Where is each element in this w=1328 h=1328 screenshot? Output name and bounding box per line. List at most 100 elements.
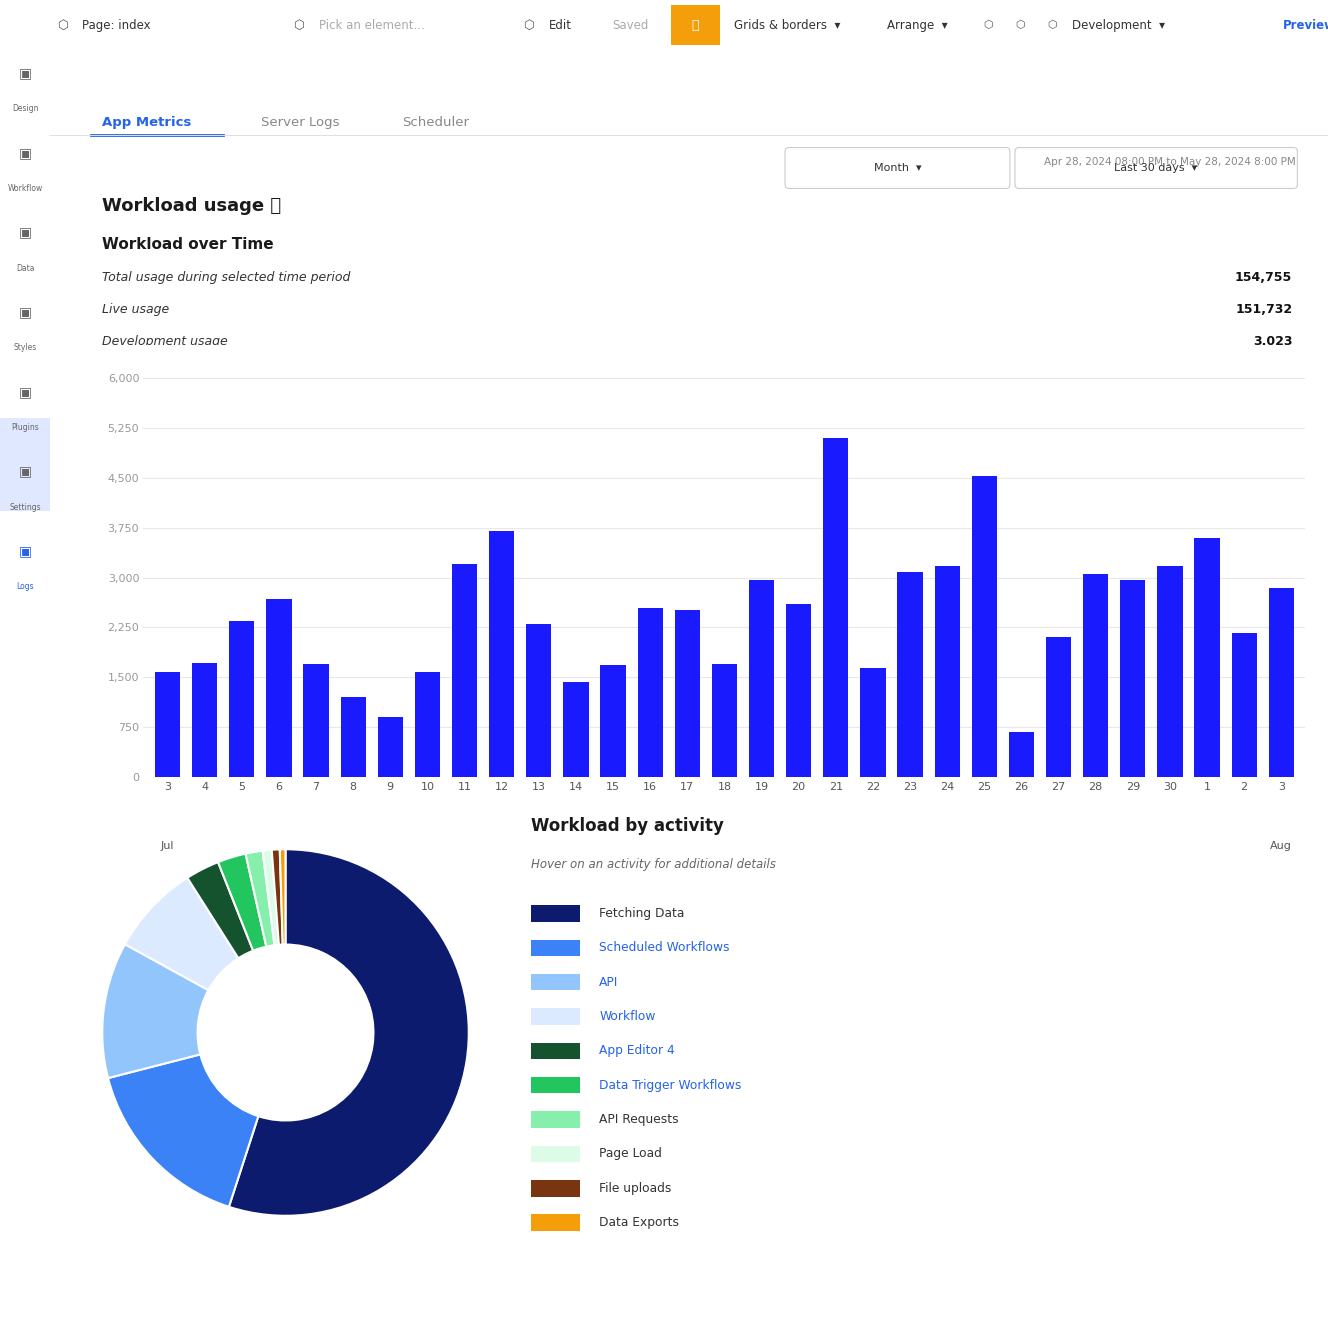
FancyBboxPatch shape bbox=[785, 147, 1009, 189]
Text: ▣: ▣ bbox=[19, 385, 32, 398]
Text: Scheduled Workflows: Scheduled Workflows bbox=[599, 942, 730, 955]
Bar bbox=[1121, 579, 1146, 777]
Bar bbox=[377, 717, 402, 777]
Text: Workload over Time: Workload over Time bbox=[101, 238, 274, 252]
Wedge shape bbox=[263, 850, 279, 946]
Text: Hover on an activity for additional details: Hover on an activity for additional deta… bbox=[531, 858, 776, 871]
Bar bbox=[749, 579, 774, 777]
Text: ⬡: ⬡ bbox=[1046, 20, 1057, 31]
Text: App Editor 4: App Editor 4 bbox=[599, 1044, 675, 1057]
Text: Data: Data bbox=[16, 264, 35, 272]
Text: Workload by activity: Workload by activity bbox=[531, 817, 724, 835]
Text: Data Trigger Workflows: Data Trigger Workflows bbox=[599, 1078, 742, 1092]
Bar bbox=[531, 1214, 580, 1231]
Text: Page: index: Page: index bbox=[82, 19, 151, 32]
Bar bbox=[1046, 637, 1072, 777]
Text: Arrange  ▾: Arrange ▾ bbox=[887, 19, 948, 32]
FancyBboxPatch shape bbox=[1015, 147, 1297, 189]
Text: Preview: Preview bbox=[1283, 19, 1328, 32]
Bar bbox=[531, 973, 580, 991]
Bar bbox=[452, 564, 477, 777]
Text: ⬡: ⬡ bbox=[1015, 20, 1025, 31]
Bar bbox=[526, 624, 551, 777]
Bar bbox=[531, 1112, 580, 1127]
Bar bbox=[340, 697, 365, 777]
Text: Live usage: Live usage bbox=[101, 303, 169, 316]
Wedge shape bbox=[272, 850, 283, 944]
Bar bbox=[898, 572, 923, 777]
Text: Design: Design bbox=[12, 105, 39, 113]
Text: ▣: ▣ bbox=[19, 544, 32, 558]
Bar bbox=[155, 672, 181, 777]
Text: ⬡: ⬡ bbox=[983, 20, 993, 31]
Text: ▣: ▣ bbox=[19, 146, 32, 159]
Wedge shape bbox=[125, 878, 239, 991]
Wedge shape bbox=[218, 854, 267, 951]
Bar bbox=[531, 1181, 580, 1197]
Text: Workload usage ⓘ: Workload usage ⓘ bbox=[101, 198, 280, 215]
Bar bbox=[531, 939, 580, 956]
Wedge shape bbox=[228, 850, 469, 1215]
Wedge shape bbox=[108, 1054, 259, 1207]
Text: ▣: ▣ bbox=[19, 465, 32, 478]
Bar bbox=[823, 438, 849, 777]
Bar bbox=[193, 663, 218, 777]
Bar bbox=[267, 599, 292, 777]
Text: Grids & borders  ▾: Grids & borders ▾ bbox=[734, 19, 841, 32]
Text: Plugins: Plugins bbox=[12, 424, 39, 432]
Text: ⬡: ⬡ bbox=[293, 19, 304, 32]
Bar bbox=[1231, 633, 1256, 777]
Bar bbox=[230, 622, 255, 777]
Bar bbox=[531, 906, 580, 922]
Text: 154,755: 154,755 bbox=[1235, 271, 1292, 284]
Text: Scheduler: Scheduler bbox=[402, 116, 469, 129]
Text: App Metrics: App Metrics bbox=[101, 116, 191, 129]
Text: ▣: ▣ bbox=[19, 305, 32, 319]
Text: Data Exports: Data Exports bbox=[599, 1216, 680, 1230]
Text: Development usage: Development usage bbox=[101, 335, 227, 348]
Text: ⬡: ⬡ bbox=[57, 19, 68, 32]
Wedge shape bbox=[280, 850, 286, 944]
Text: Jul: Jul bbox=[161, 841, 174, 851]
Text: ⬡: ⬡ bbox=[523, 19, 534, 32]
Bar bbox=[1157, 566, 1182, 777]
Bar bbox=[531, 1077, 580, 1093]
Bar bbox=[531, 1008, 580, 1025]
Bar bbox=[563, 683, 588, 777]
Text: 🎁: 🎁 bbox=[692, 19, 700, 32]
Bar bbox=[786, 604, 811, 777]
Text: Logs: Logs bbox=[16, 583, 35, 591]
Bar bbox=[0, 418, 50, 511]
Bar bbox=[1268, 587, 1293, 777]
Bar bbox=[303, 664, 328, 777]
Text: Styles: Styles bbox=[13, 344, 37, 352]
Wedge shape bbox=[246, 851, 275, 947]
Text: Last 30 days  ▾: Last 30 days ▾ bbox=[1114, 163, 1197, 173]
Text: Settings: Settings bbox=[9, 503, 41, 511]
Bar bbox=[935, 566, 960, 777]
Text: Total usage during selected time period: Total usage during selected time period bbox=[101, 271, 351, 284]
Bar bbox=[712, 664, 737, 777]
Bar bbox=[672, 5, 720, 45]
Text: Edit: Edit bbox=[548, 19, 571, 32]
Bar bbox=[675, 610, 700, 777]
Bar bbox=[600, 665, 625, 777]
Text: Saved: Saved bbox=[612, 19, 649, 32]
Text: 151,732: 151,732 bbox=[1235, 303, 1292, 316]
Bar bbox=[1009, 732, 1035, 777]
Bar bbox=[637, 607, 663, 777]
Text: API Requests: API Requests bbox=[599, 1113, 679, 1126]
Text: ▣: ▣ bbox=[19, 226, 32, 239]
Text: ▣: ▣ bbox=[19, 66, 32, 80]
Text: API: API bbox=[599, 976, 619, 988]
Text: File uploads: File uploads bbox=[599, 1182, 672, 1195]
Text: Fetching Data: Fetching Data bbox=[599, 907, 685, 920]
Text: Aug: Aug bbox=[1271, 841, 1292, 851]
Text: Month  ▾: Month ▾ bbox=[874, 163, 922, 173]
Bar bbox=[531, 1146, 580, 1162]
Wedge shape bbox=[102, 944, 208, 1078]
Text: Apr 28, 2024 08:00 PM to May 28, 2024 8:00 PM: Apr 28, 2024 08:00 PM to May 28, 2024 8:… bbox=[1044, 157, 1296, 166]
Text: Workflow: Workflow bbox=[8, 185, 42, 193]
Bar bbox=[489, 531, 514, 777]
Bar bbox=[1084, 574, 1109, 777]
